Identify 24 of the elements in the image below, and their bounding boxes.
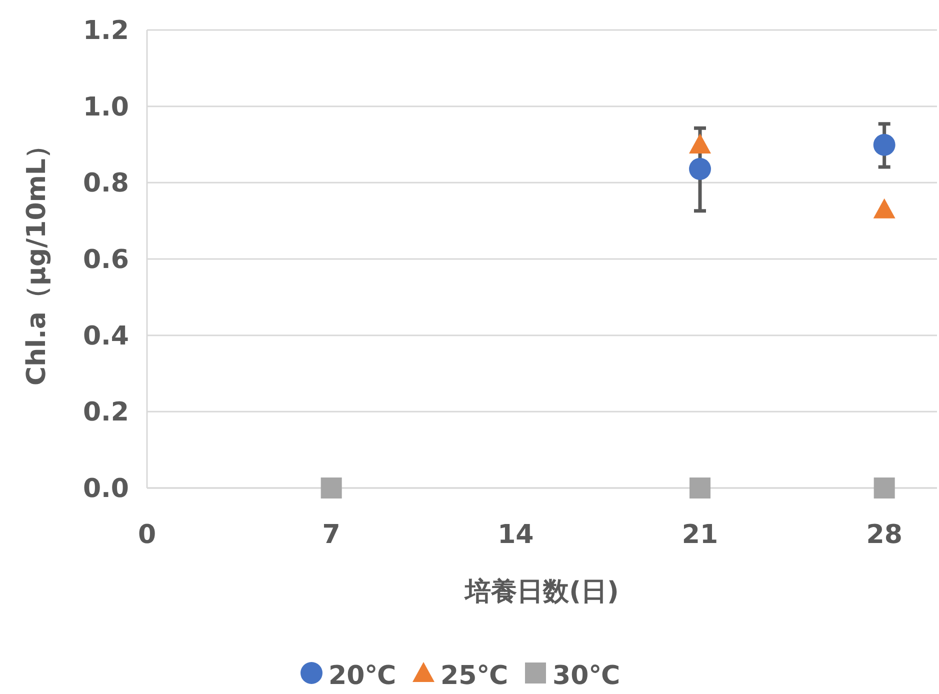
x-axis-title: 培養日数(日) <box>463 577 619 607</box>
y-tick-label: 1.2 <box>82 16 129 46</box>
y-axis-title: Chl.a（μg/10mL） <box>22 132 52 386</box>
point <box>689 158 711 180</box>
point <box>689 134 711 154</box>
y-tick-label: 0.0 <box>82 474 129 504</box>
point <box>874 478 895 498</box>
x-tick-label: 28 <box>866 520 902 550</box>
y-tick-label: 1.0 <box>82 92 129 122</box>
y-tick-label: 0.6 <box>82 245 129 275</box>
point <box>873 134 896 156</box>
x-tick-label: 14 <box>498 520 534 550</box>
point <box>873 198 896 218</box>
y-tick-label: 0.8 <box>82 168 129 199</box>
x-tick-label: 21 <box>682 520 718 550</box>
x-tick-label: 7 <box>322 520 340 550</box>
legend-label: 20℃ <box>328 661 396 691</box>
point <box>320 478 342 498</box>
point <box>690 478 710 498</box>
x-tick-label: 0 <box>138 520 156 550</box>
y-tick-label: 0.4 <box>82 321 129 352</box>
legend-label: 30℃ <box>552 661 620 691</box>
y-tick-label: 0.2 <box>82 398 129 428</box>
legend-label: 25℃ <box>440 661 508 691</box>
